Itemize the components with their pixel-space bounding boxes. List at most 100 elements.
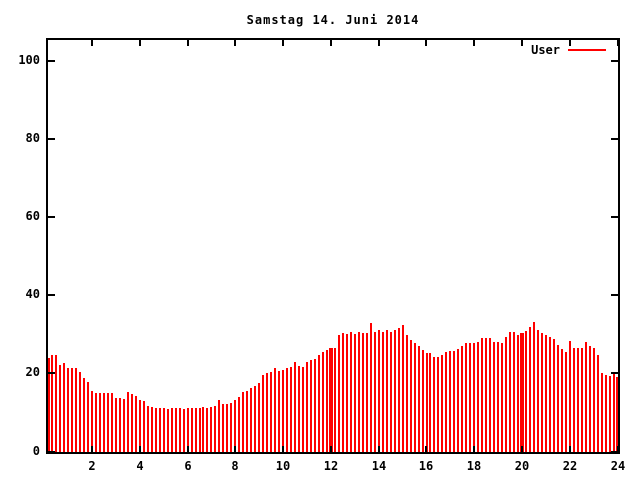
x-axis-tick-label: 14: [371, 459, 387, 473]
impulse-bar: [131, 394, 133, 452]
y-axis-tick-label: 0: [32, 444, 40, 458]
impulse-bar: [99, 393, 101, 452]
x-tick-bottom: [425, 446, 427, 452]
impulse-bar: [386, 330, 388, 452]
impulse-bar: [541, 333, 543, 452]
impulse-bar: [362, 333, 364, 452]
y-axis-tick-label: 80: [25, 131, 40, 145]
impulse-bar: [314, 359, 316, 452]
impulse-bar: [246, 391, 248, 452]
impulse-bar: [601, 373, 603, 452]
impulse-bar: [501, 343, 503, 452]
impulse-bar: [485, 338, 487, 452]
x-tick-top: [378, 40, 380, 46]
x-tick-bottom: [330, 446, 332, 452]
impulse-bar: [533, 322, 535, 452]
x-tick-top: [330, 40, 332, 46]
x-axis-tick-label: 24: [610, 459, 626, 473]
x-tick-top: [569, 40, 571, 46]
impulse-bar: [230, 403, 232, 452]
x-axis-tick-label: 2: [88, 459, 96, 473]
y-tick-left: [48, 60, 55, 62]
impulse-bar: [342, 333, 344, 452]
impulse-bar: [302, 367, 304, 452]
impulse-bar: [107, 393, 109, 452]
impulse-bar: [378, 330, 380, 452]
x-tick-top: [282, 40, 284, 46]
impulse-bar: [187, 408, 189, 452]
y-tick-right: [611, 372, 618, 374]
impulse-bar: [346, 334, 348, 452]
impulse-bar: [83, 378, 85, 452]
y-axis-tick-label: 100: [18, 53, 40, 67]
y-tick-left: [48, 372, 55, 374]
x-axis-tick-label: 6: [184, 459, 192, 473]
impulse-bar: [525, 331, 527, 452]
y-tick-right: [611, 294, 618, 296]
impulse-bar: [127, 392, 129, 452]
impulse-bar: [226, 404, 228, 452]
y-tick-left: [48, 138, 55, 140]
impulse-bar: [282, 370, 284, 452]
x-tick-top: [187, 40, 189, 46]
y-tick-left: [48, 451, 55, 453]
x-tick-bottom: [617, 446, 619, 452]
x-tick-bottom: [569, 446, 571, 452]
impulse-bar: [91, 391, 93, 452]
impulse-bar: [338, 335, 340, 452]
impulse-bar: [195, 408, 197, 452]
x-axis-tick-label: 16: [418, 459, 434, 473]
y-axis-tick-label: 60: [25, 209, 40, 223]
impulse-bar: [67, 368, 69, 452]
impulse-bar: [95, 393, 97, 452]
y-tick-left: [48, 294, 55, 296]
impulse-bar: [322, 352, 324, 452]
impulse-bar: [422, 350, 424, 452]
impulse-bar: [609, 376, 611, 452]
x-axis-tick-label: 20: [514, 459, 530, 473]
impulse-bar: [286, 368, 288, 452]
x-tick-top: [139, 40, 141, 46]
impulse-bar: [457, 349, 459, 452]
x-tick-bottom: [378, 446, 380, 452]
impulse-bar: [358, 332, 360, 452]
y-tick-right: [611, 451, 618, 453]
impulse-bar: [517, 335, 519, 452]
x-tick-top: [425, 40, 427, 46]
impulse-bar: [254, 386, 256, 452]
impulse-bar: [382, 332, 384, 452]
y-tick-right: [611, 138, 618, 140]
impulse-bar: [437, 357, 439, 452]
impulse-bar: [509, 332, 511, 452]
impulse-bar: [191, 408, 193, 452]
impulse-bar: [561, 349, 563, 452]
impulse-bar: [266, 373, 268, 452]
impulse-bar: [410, 340, 412, 452]
impulse-bar: [179, 408, 181, 452]
impulse-bar: [553, 339, 555, 452]
impulse-bar: [318, 355, 320, 452]
x-tick-top: [521, 40, 523, 46]
y-tick-right: [611, 60, 618, 62]
x-tick-bottom: [282, 446, 284, 452]
x-tick-top: [617, 40, 619, 46]
impulse-bar: [119, 398, 121, 452]
impulse-bar: [577, 348, 579, 452]
impulse-bar: [262, 375, 264, 452]
impulse-bar: [469, 343, 471, 452]
impulse-bar: [473, 343, 475, 452]
impulse-bar: [354, 334, 356, 452]
impulse-bar: [513, 332, 515, 452]
impulse-bar: [270, 372, 272, 452]
impulse-bar: [167, 409, 169, 452]
impulse-bar: [489, 338, 491, 452]
impulse-bar: [597, 355, 599, 452]
impulse-bar: [329, 348, 333, 452]
impulse-bar: [433, 357, 435, 452]
y-axis-tick-label: 40: [25, 287, 40, 301]
impulse-bar: [183, 409, 185, 452]
legend-series-label: User: [531, 43, 560, 57]
x-axis-tick-label: 4: [136, 459, 144, 473]
impulse-bar: [103, 393, 105, 452]
